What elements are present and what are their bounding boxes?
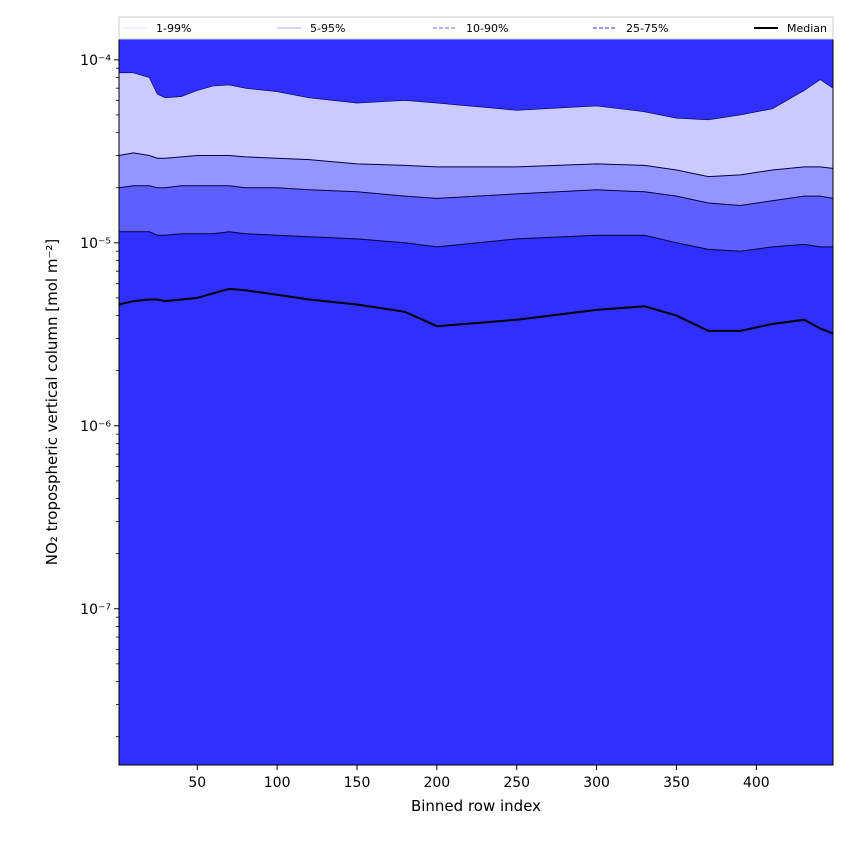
- legend-label: Median: [787, 22, 827, 35]
- x-tick-label: 350: [663, 775, 690, 791]
- line-75: [119, 231, 833, 252]
- x-tick-label: 250: [503, 775, 530, 791]
- band-90-95: [119, 152, 833, 206]
- x-tick-label: 150: [344, 775, 371, 791]
- line-median: [118, 287, 834, 335]
- y-tick-label: 10⁻⁷: [80, 602, 111, 618]
- plot-area: [118, 39, 834, 765]
- legend-label: 5-95%: [310, 22, 345, 35]
- legend-label: 25-75%: [626, 22, 668, 35]
- x-tick-label: 300: [583, 775, 610, 791]
- legend-label: 10-90%: [466, 22, 508, 35]
- y-axis: 10⁻⁷ 10⁻⁶ 10⁻⁵ 10⁻⁴: [80, 53, 119, 738]
- x-tick-label: 50: [188, 775, 206, 791]
- line-99: [119, 72, 834, 121]
- y-tick-label: 10⁻⁶: [80, 419, 111, 435]
- x-tick-label: 200: [423, 775, 450, 791]
- legend-box: [118, 16, 834, 40]
- line-90: [118, 185, 834, 207]
- band-75-90: [119, 185, 833, 252]
- x-axis-label: Binned row index: [411, 797, 541, 815]
- y-tick-label: 10⁻⁵: [80, 236, 111, 252]
- y-tick-label: 10⁻⁴: [80, 53, 111, 69]
- x-tick-label: 100: [264, 775, 291, 791]
- x-tick-label: 400: [743, 775, 770, 791]
- x-axis: 50 100 150 200 250 300 350 400: [188, 765, 770, 791]
- legend: 1-99% 5-95% 10-90% 25-75% Median: [118, 16, 834, 40]
- line-95: [118, 152, 834, 178]
- y-axis-label: NO₂ tropospheric vertical column [mol m⁻…: [43, 239, 61, 565]
- band-95-99: [119, 72, 833, 177]
- legend-label: 1-99%: [156, 22, 191, 35]
